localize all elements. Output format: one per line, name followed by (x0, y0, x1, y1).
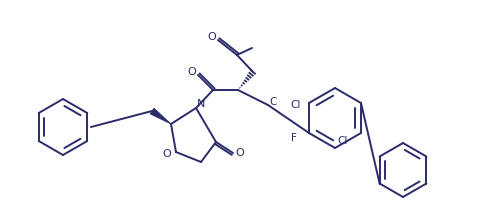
Text: F: F (291, 133, 297, 143)
Text: C: C (269, 97, 277, 107)
Text: Cl: Cl (291, 100, 301, 110)
Text: O: O (208, 32, 216, 42)
Text: N: N (197, 99, 205, 109)
Text: Cl: Cl (337, 136, 348, 146)
Text: O: O (236, 148, 245, 158)
Polygon shape (150, 108, 171, 124)
Text: O: O (163, 149, 172, 159)
Text: O: O (188, 67, 196, 77)
